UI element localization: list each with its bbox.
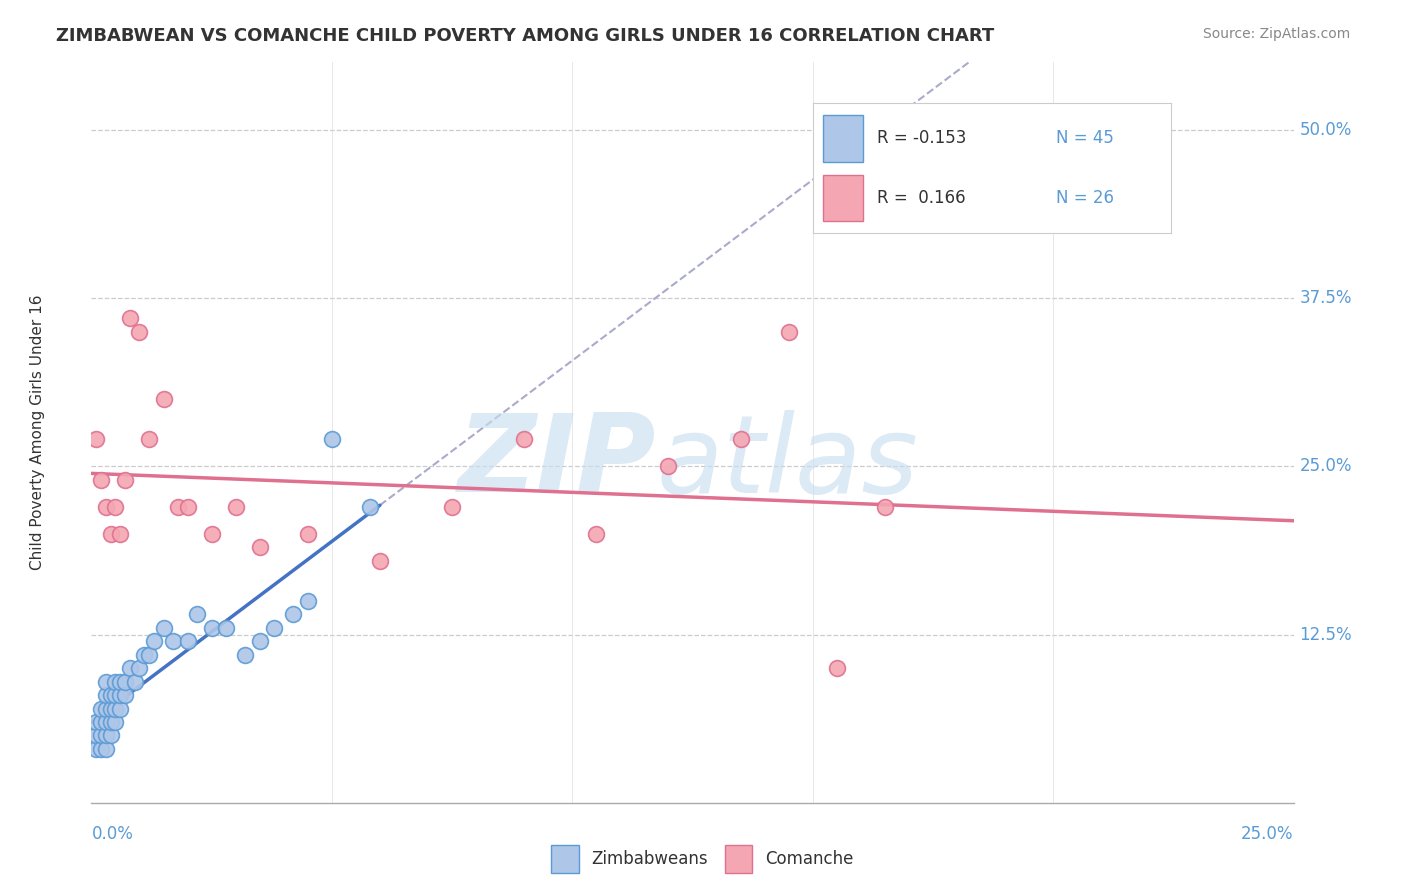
Bar: [724, 845, 752, 872]
Point: [142, 634, 165, 648]
Point: [94, 729, 117, 743]
Point: [585, 526, 607, 541]
Point: [110, 674, 132, 689]
Text: R = -0.153: R = -0.153: [877, 129, 966, 147]
Point: [114, 674, 136, 689]
Point: [359, 500, 381, 514]
Point: [110, 688, 132, 702]
Point: [873, 500, 896, 514]
Point: [201, 526, 224, 541]
Point: [110, 526, 132, 541]
Text: 50.0%: 50.0%: [1299, 120, 1353, 139]
Point: [134, 648, 156, 662]
Point: [118, 311, 141, 326]
Point: [90, 714, 112, 729]
Point: [114, 473, 136, 487]
Text: 25.0%: 25.0%: [1241, 825, 1294, 843]
Text: 0.0%: 0.0%: [91, 825, 134, 843]
Bar: [824, 115, 863, 161]
Point: [104, 500, 127, 514]
Point: [152, 621, 174, 635]
Point: [778, 325, 800, 339]
Point: [263, 621, 285, 635]
Text: N = 45: N = 45: [1056, 129, 1115, 147]
Point: [118, 661, 141, 675]
Text: N = 26: N = 26: [1056, 189, 1115, 207]
Text: Zimbabweans: Zimbabweans: [592, 849, 709, 868]
Point: [176, 500, 198, 514]
Point: [297, 594, 319, 608]
Point: [114, 688, 136, 702]
Point: [162, 634, 184, 648]
Point: [90, 742, 112, 756]
Point: [138, 433, 160, 447]
Point: [94, 674, 117, 689]
Point: [94, 714, 117, 729]
Point: [138, 648, 160, 662]
Point: [124, 674, 146, 689]
Point: [84, 742, 107, 756]
Point: [94, 701, 117, 715]
Point: [84, 714, 107, 729]
Point: [90, 473, 112, 487]
Text: ZIP: ZIP: [458, 409, 657, 516]
Point: [201, 621, 224, 635]
Point: [215, 621, 238, 635]
Point: [440, 500, 463, 514]
Point: [283, 607, 305, 622]
Bar: [551, 845, 579, 872]
Point: [825, 661, 848, 675]
Text: Source: ZipAtlas.com: Source: ZipAtlas.com: [1202, 27, 1350, 41]
Point: [249, 540, 271, 554]
Point: [84, 433, 107, 447]
Point: [94, 742, 117, 756]
Point: [100, 701, 122, 715]
Point: [186, 607, 208, 622]
Text: R =  0.166: R = 0.166: [877, 189, 966, 207]
Point: [104, 674, 127, 689]
Point: [176, 634, 198, 648]
Text: Child Poverty Among Girls Under 16: Child Poverty Among Girls Under 16: [30, 295, 45, 570]
Point: [225, 500, 247, 514]
Text: 25.0%: 25.0%: [1299, 458, 1353, 475]
Point: [128, 325, 150, 339]
Point: [90, 729, 112, 743]
Point: [657, 459, 679, 474]
Bar: [824, 175, 863, 221]
Text: ZIMBABWEAN VS COMANCHE CHILD POVERTY AMONG GIRLS UNDER 16 CORRELATION CHART: ZIMBABWEAN VS COMANCHE CHILD POVERTY AMO…: [56, 27, 994, 45]
Point: [152, 392, 174, 406]
Point: [90, 701, 112, 715]
Point: [233, 648, 256, 662]
Text: atlas: atlas: [657, 409, 918, 515]
Point: [84, 729, 107, 743]
Point: [100, 729, 122, 743]
Text: Comanche: Comanche: [765, 849, 853, 868]
Point: [104, 701, 127, 715]
Point: [297, 526, 319, 541]
Point: [730, 433, 752, 447]
Point: [368, 553, 391, 567]
Point: [104, 714, 127, 729]
Point: [104, 688, 127, 702]
Point: [100, 526, 122, 541]
Point: [94, 688, 117, 702]
Point: [100, 688, 122, 702]
Point: [94, 500, 117, 514]
Point: [513, 433, 536, 447]
Point: [167, 500, 190, 514]
Point: [110, 701, 132, 715]
Point: [100, 714, 122, 729]
Point: [321, 433, 343, 447]
Point: [128, 661, 150, 675]
Text: 37.5%: 37.5%: [1299, 289, 1353, 307]
Text: 12.5%: 12.5%: [1299, 625, 1353, 643]
Point: [249, 634, 271, 648]
